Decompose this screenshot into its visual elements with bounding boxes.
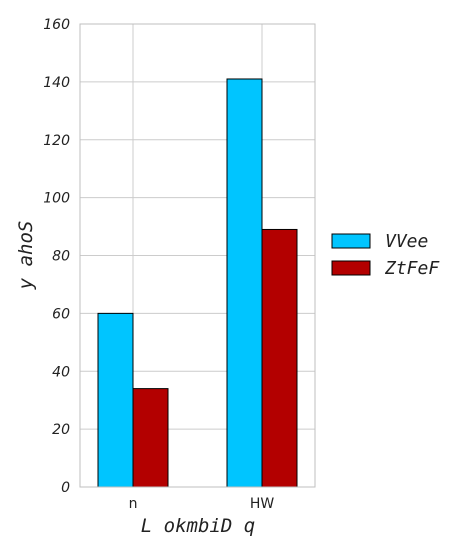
x-axis-label: L okmbiD q: [141, 515, 255, 537]
y-tick-label: 60: [52, 306, 70, 322]
y-tick-label: 160: [43, 17, 70, 33]
y-tick-label: 0: [61, 480, 70, 496]
y-axis-label: y ahoS: [15, 221, 37, 291]
legend-label: ZtFeF: [384, 258, 440, 279]
x-tick-label: n: [129, 496, 138, 512]
bar-VVee-HW: [226, 78, 263, 488]
plot-frame: [79, 23, 316, 488]
legend: VVee ZtFeF: [331, 231, 440, 279]
y-tick-label: 80: [52, 249, 70, 265]
legend-swatch: [331, 260, 371, 276]
bar-ZtFeF-HW: [261, 228, 298, 488]
y-tick-label: 40: [52, 364, 70, 380]
y-tick-label: 120: [43, 133, 70, 149]
y-tick-label: 20: [52, 422, 70, 438]
x-tick-label: HW: [250, 496, 275, 512]
bar-VVee-n: [97, 312, 134, 488]
y-tick-labels: 0 20 40 60 80 100 120 140 160: [43, 17, 70, 496]
bars: [97, 78, 298, 488]
legend-swatch: [331, 233, 371, 249]
y-tick-label: 140: [43, 75, 70, 91]
y-tick-label: 100: [43, 191, 70, 207]
x-tick-labels: n HW: [129, 496, 275, 512]
legend-label: VVee: [385, 231, 428, 252]
bar-ZtFeF-n: [132, 388, 169, 488]
